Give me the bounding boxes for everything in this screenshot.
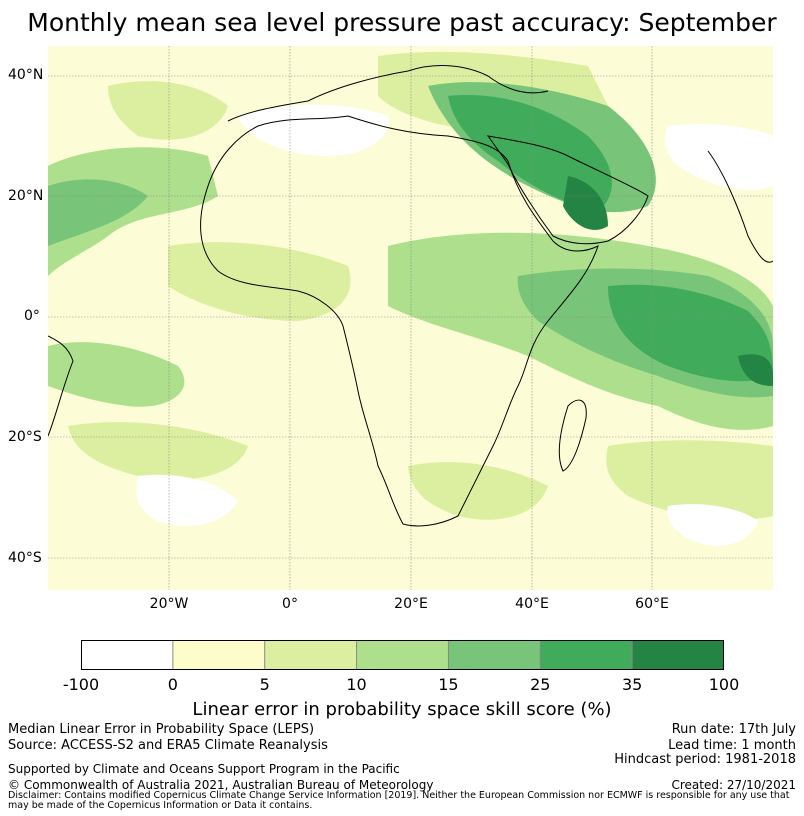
- colorbar-tick-label: 35: [621, 675, 643, 694]
- info-lead-time: Lead time: 1 month: [668, 738, 796, 753]
- skill-score-map: [48, 46, 773, 590]
- colorbar-segment: [632, 640, 724, 670]
- colorbar-segment: [356, 640, 449, 670]
- colorbar-tick-label: 100: [708, 675, 740, 694]
- colorbar-tick-label: 5: [259, 675, 270, 694]
- colorbar-tick-label: -100: [62, 675, 100, 694]
- colorbar-tick-label: 15: [438, 675, 459, 694]
- info-created: Created: 27/10/2021: [671, 778, 796, 792]
- info-hindcast: Hindcast period: 1981-2018: [614, 752, 796, 767]
- lat-label-40n: 40°N: [8, 67, 44, 83]
- info-method: Median Linear Error in Probability Space…: [8, 722, 315, 737]
- colorbar: [81, 640, 724, 670]
- disclaimer: Disclaimer: Contains modified Copernicus…: [8, 790, 790, 811]
- lon-label-20e: 20°E: [394, 596, 428, 612]
- india-coast: [707, 150, 773, 263]
- graticule: [48, 46, 773, 590]
- colorbar-tick-label: 25: [530, 675, 551, 694]
- colorbar-segment: [81, 640, 174, 670]
- lon-label-40e: 40°E: [515, 596, 549, 612]
- map-title: Monthly mean sea level pressure past acc…: [27, 8, 777, 37]
- lat-label-40s: 40°S: [8, 550, 42, 566]
- colorbar-segment: [264, 640, 358, 670]
- info-support: Supported by Climate and Oceans Support …: [8, 762, 400, 776]
- south-america-coast: [48, 335, 74, 437]
- info-copyright: © Commonwealth of Australia 2021, Austra…: [8, 778, 434, 792]
- lat-label-0: 0°: [24, 308, 40, 324]
- arabia-coast: [486, 135, 649, 245]
- coastlines: [48, 65, 773, 527]
- lat-label-20n: 20°N: [8, 188, 44, 204]
- info-source: Source: ACCESS-S2 and ERA5 Climate Reana…: [8, 738, 328, 753]
- lon-label-20w: 20°W: [149, 596, 189, 612]
- info-run-date: Run date: 17th July: [671, 722, 796, 737]
- colorbar-segment: [172, 640, 266, 670]
- colorbar-tick-label: 10: [346, 675, 367, 694]
- africa-coast: [200, 115, 599, 527]
- colorbar-title: Linear error in probability space skill …: [192, 699, 612, 720]
- lat-label-20s: 20°S: [8, 429, 42, 445]
- colorbar-tick-label: 0: [167, 675, 178, 694]
- lon-label-0: 0°: [282, 596, 298, 612]
- colorbar-segment: [540, 640, 633, 670]
- madagascar-coast: [558, 399, 587, 472]
- colorbar-segment: [448, 640, 541, 670]
- europe-coast: [227, 65, 549, 122]
- lon-label-60e: 60°E: [635, 596, 669, 612]
